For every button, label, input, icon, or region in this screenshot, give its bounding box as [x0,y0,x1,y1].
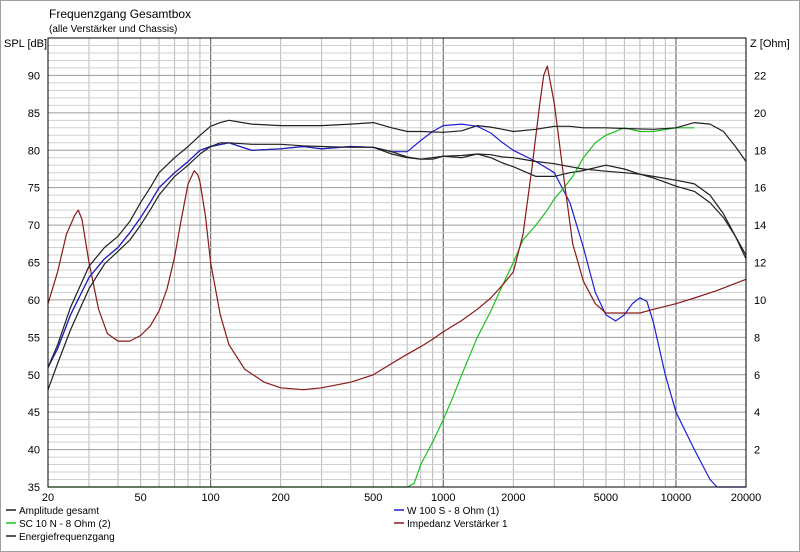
x-tick-label: 20 [42,492,54,504]
series-lines [47,65,747,488]
y-left-tick-label: 40 [28,445,40,457]
y-left-tick-label: 75 [28,183,40,195]
chart-subtitle: (alle Verstärker und Chassis) [49,24,177,35]
y-right-tick-label: 16 [754,183,766,195]
x-tick-label: 50 [134,492,146,504]
legend: Amplitude gesamt SC 10 N - 8 Ohm (2) Energ… [6,506,508,543]
x-tick-label: 20000 [731,492,762,504]
y-left-tick-label: 55 [28,332,40,344]
chart-title: Frequenzgang Gesamtbox [49,7,191,21]
y-right-tick-label: 4 [754,407,760,419]
y-left-tick-label: 45 [28,407,40,419]
legend-label: Impedanz Verstärker 1 [407,519,508,530]
y-right-tick-label: 12 [754,258,766,270]
plot-area-border [47,37,747,488]
y-right-tick-label: 10 [754,295,766,307]
y-left-tick-label: 50 [28,370,40,382]
x-tick-label: 10000 [661,492,692,504]
legend-label: Energiefrequenzgang [19,532,115,543]
x-tick-label: 100 [201,492,219,504]
y-axis-left-label: SPL [dB] [4,38,47,50]
y-left-tick-label: 60 [28,295,40,307]
y-left-tick-label: 65 [28,258,40,270]
y-left-tick-label: 85 [28,108,40,120]
series-line-4 [47,142,747,390]
y-right-tick-label: 6 [754,370,760,382]
legend-label: SC 10 N - 8 Ohm (2) [19,519,111,530]
series-line-1 [47,123,746,488]
legend-label: W 100 S - 8 Ohm (1) [407,506,499,517]
y-left-tick-label: 90 [28,70,40,82]
x-tick-label: 200 [271,492,289,504]
y-left-tick-label: 70 [28,220,40,232]
x-tick-label: 500 [364,492,382,504]
x-tick-label: 1000 [431,492,455,504]
x-tick-label: 2000 [501,492,525,504]
series-line-5 [47,119,747,368]
y-right-tick-label: 14 [754,220,766,232]
y-left-tick-label: 80 [28,145,40,157]
y-right-tick-label: 2 [754,445,760,457]
legend-label: Amplitude gesamt [19,506,99,517]
grid [47,37,747,488]
y-right-tick-label: 22 [754,70,766,82]
series-line-3 [47,65,747,391]
tick-labels: 20 50 100 200 500 1000 2000 5000 10000 20000 35 40 4… [28,70,767,504]
y-right-tick-label: 20 [754,108,766,120]
y-axis-right-label: Z [Ohm] [750,38,790,50]
y-right-tick-label: 18 [754,145,766,157]
x-tick-label: 5000 [594,492,618,504]
y-left-tick-label: 35 [28,482,40,494]
y-right-tick-label: 8 [754,332,760,344]
